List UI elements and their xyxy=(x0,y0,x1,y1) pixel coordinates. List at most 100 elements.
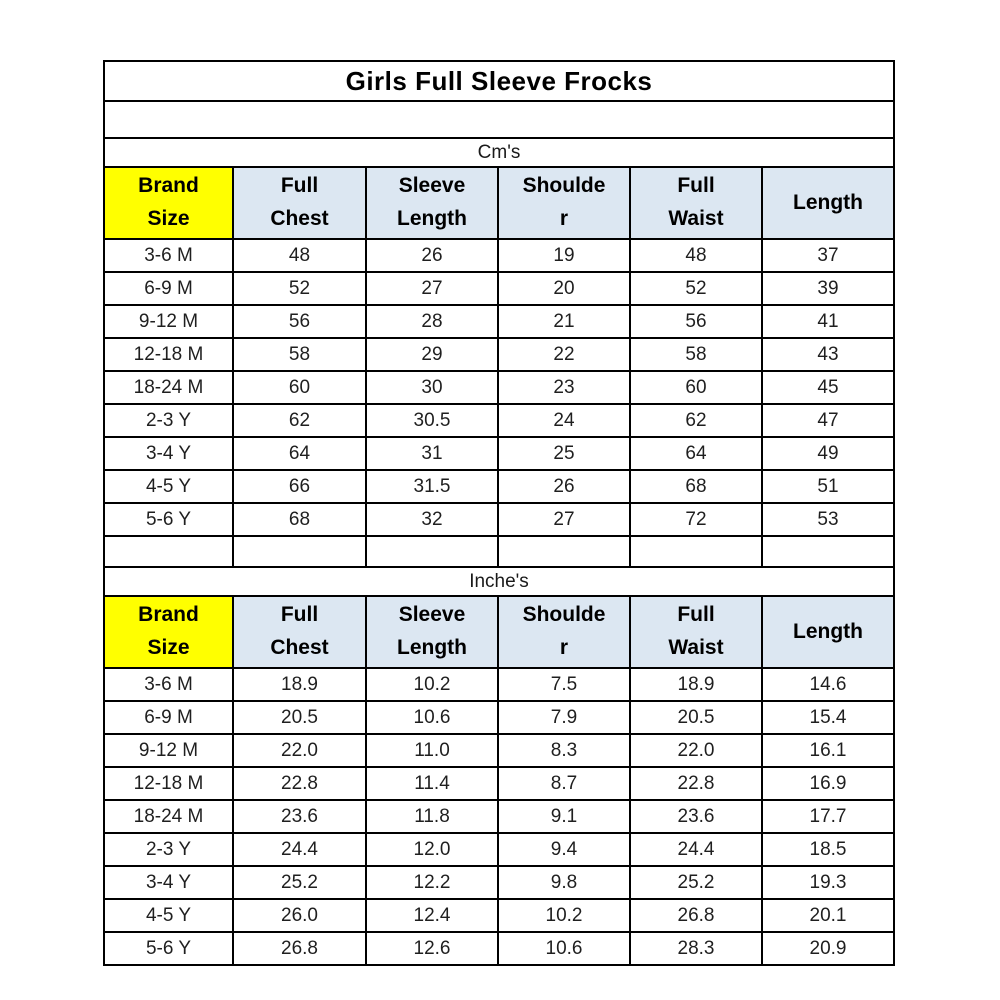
measurement-cell: 68 xyxy=(232,502,367,537)
row-size-label: 2-3 Y xyxy=(103,403,234,438)
measurement-cell: 28.3 xyxy=(629,931,763,966)
measurement-cell: 37 xyxy=(761,238,895,273)
measurement-cell: 66 xyxy=(232,469,367,504)
measurement-cell: 31.5 xyxy=(365,469,499,504)
measurement-cell: 8.7 xyxy=(497,766,631,801)
measurement-cell: 56 xyxy=(629,304,763,339)
measurement-cell: 18.9 xyxy=(629,667,763,702)
table-row: Brand Size Full Chest Sleeve Length Shoulde… xyxy=(103,595,895,669)
row-size-label: 3-6 M xyxy=(103,667,234,702)
measurement-cell: 24.4 xyxy=(232,832,367,867)
measurement-cell: 10.6 xyxy=(497,931,631,966)
measurement-cell: 22.8 xyxy=(629,766,763,801)
row-size-label: 6-9 M xyxy=(103,271,234,306)
measurement-cell: 22.8 xyxy=(232,766,367,801)
table-row: Inche's xyxy=(103,566,895,597)
measurement-cell: 41 xyxy=(761,304,895,339)
row-size-label: 9-12 M xyxy=(103,304,234,339)
spacer-cell xyxy=(497,535,631,568)
measurement-cell: 12.6 xyxy=(365,931,499,966)
measurement-cell: 16.1 xyxy=(761,733,895,768)
measurement-cell: 11.0 xyxy=(365,733,499,768)
column-header-sleeve-length: Sleeve Length xyxy=(365,595,499,669)
measurement-cell: 22 xyxy=(497,337,631,372)
column-header-shoulder: Shoulde r xyxy=(497,166,631,240)
table-row: 18-24 M 60 30 23 60 45 xyxy=(103,370,895,405)
measurement-cell: 58 xyxy=(629,337,763,372)
measurement-cell: 27 xyxy=(497,502,631,537)
table-row: 5-6 Y 26.8 12.6 10.6 28.3 20.9 xyxy=(103,931,895,966)
column-header-length: Length xyxy=(761,595,895,669)
measurement-cell: 17.7 xyxy=(761,799,895,834)
section-label-cms: Cm's xyxy=(103,137,895,168)
spacer-row-cell xyxy=(103,100,895,139)
measurement-cell: 27 xyxy=(365,271,499,306)
measurement-cell: 72 xyxy=(629,502,763,537)
measurement-cell: 20.5 xyxy=(232,700,367,735)
measurement-cell: 19.3 xyxy=(761,865,895,900)
measurement-cell: 29 xyxy=(365,337,499,372)
row-size-label: 12-18 M xyxy=(103,766,234,801)
row-size-label: 5-6 Y xyxy=(103,502,234,537)
measurement-cell: 16.9 xyxy=(761,766,895,801)
measurement-cell: 11.4 xyxy=(365,766,499,801)
measurement-cell: 32 xyxy=(365,502,499,537)
row-size-label: 5-6 Y xyxy=(103,931,234,966)
measurement-cell: 12.0 xyxy=(365,832,499,867)
table-row: 9-12 M 56 28 21 56 41 xyxy=(103,304,895,339)
row-size-label: 18-24 M xyxy=(103,799,234,834)
measurement-cell: 20.5 xyxy=(629,700,763,735)
measurement-cell: 24 xyxy=(497,403,631,438)
row-size-label: 3-4 Y xyxy=(103,436,234,471)
table-row: 4-5 Y 26.0 12.4 10.2 26.8 20.1 xyxy=(103,898,895,933)
measurement-cell: 15.4 xyxy=(761,700,895,735)
measurement-cell: 52 xyxy=(629,271,763,306)
measurement-cell: 25 xyxy=(497,436,631,471)
table-row xyxy=(103,535,895,568)
size-chart-body: Girls Full Sleeve Frocks Cm's Brand Size Fu… xyxy=(103,60,895,966)
column-header-full-chest: Full Chest xyxy=(232,166,367,240)
row-size-label: 6-9 M xyxy=(103,700,234,735)
measurement-cell: 22.0 xyxy=(232,733,367,768)
measurement-cell: 62 xyxy=(629,403,763,438)
table-row: 3-6 M 18.9 10.2 7.5 18.9 14.6 xyxy=(103,667,895,702)
table-row: 9-12 M 22.0 11.0 8.3 22.0 16.1 xyxy=(103,733,895,768)
measurement-cell: 23.6 xyxy=(232,799,367,834)
column-header-brand-size: Brand Size xyxy=(103,595,234,669)
measurement-cell: 9.1 xyxy=(497,799,631,834)
column-header-length: Length xyxy=(761,166,895,240)
row-size-label: 4-5 Y xyxy=(103,469,234,504)
measurement-cell: 14.6 xyxy=(761,667,895,702)
column-header-sleeve-length: Sleeve Length xyxy=(365,166,499,240)
table-row: 12-18 M 22.8 11.4 8.7 22.8 16.9 xyxy=(103,766,895,801)
column-header-full-waist: Full Waist xyxy=(629,166,763,240)
table-row: 6-9 M 52 27 20 52 39 xyxy=(103,271,895,306)
row-size-label: 3-6 M xyxy=(103,238,234,273)
measurement-cell: 20 xyxy=(497,271,631,306)
row-size-label: 4-5 Y xyxy=(103,898,234,933)
measurement-cell: 53 xyxy=(761,502,895,537)
measurement-cell: 28 xyxy=(365,304,499,339)
measurement-cell: 48 xyxy=(232,238,367,273)
table-row: 18-24 M 23.6 11.8 9.1 23.6 17.7 xyxy=(103,799,895,834)
measurement-cell: 47 xyxy=(761,403,895,438)
column-header-full-chest: Full Chest xyxy=(232,595,367,669)
measurement-cell: 23 xyxy=(497,370,631,405)
table-row: Girls Full Sleeve Frocks xyxy=(103,60,895,102)
measurement-cell: 26.8 xyxy=(232,931,367,966)
row-size-label: 2-3 Y xyxy=(103,832,234,867)
measurement-cell: 12.2 xyxy=(365,865,499,900)
column-header-full-waist: Full Waist xyxy=(629,595,763,669)
size-chart-table: Girls Full Sleeve Frocks Cm's Brand Size Fu… xyxy=(103,60,895,966)
table-row: Cm's xyxy=(103,137,895,168)
measurement-cell: 68 xyxy=(629,469,763,504)
measurement-cell: 64 xyxy=(232,436,367,471)
table-row xyxy=(103,100,895,139)
measurement-cell: 23.6 xyxy=(629,799,763,834)
measurement-cell: 9.8 xyxy=(497,865,631,900)
section-label-inches: Inche's xyxy=(103,566,895,597)
measurement-cell: 52 xyxy=(232,271,367,306)
measurement-cell: 12.4 xyxy=(365,898,499,933)
measurement-cell: 49 xyxy=(761,436,895,471)
